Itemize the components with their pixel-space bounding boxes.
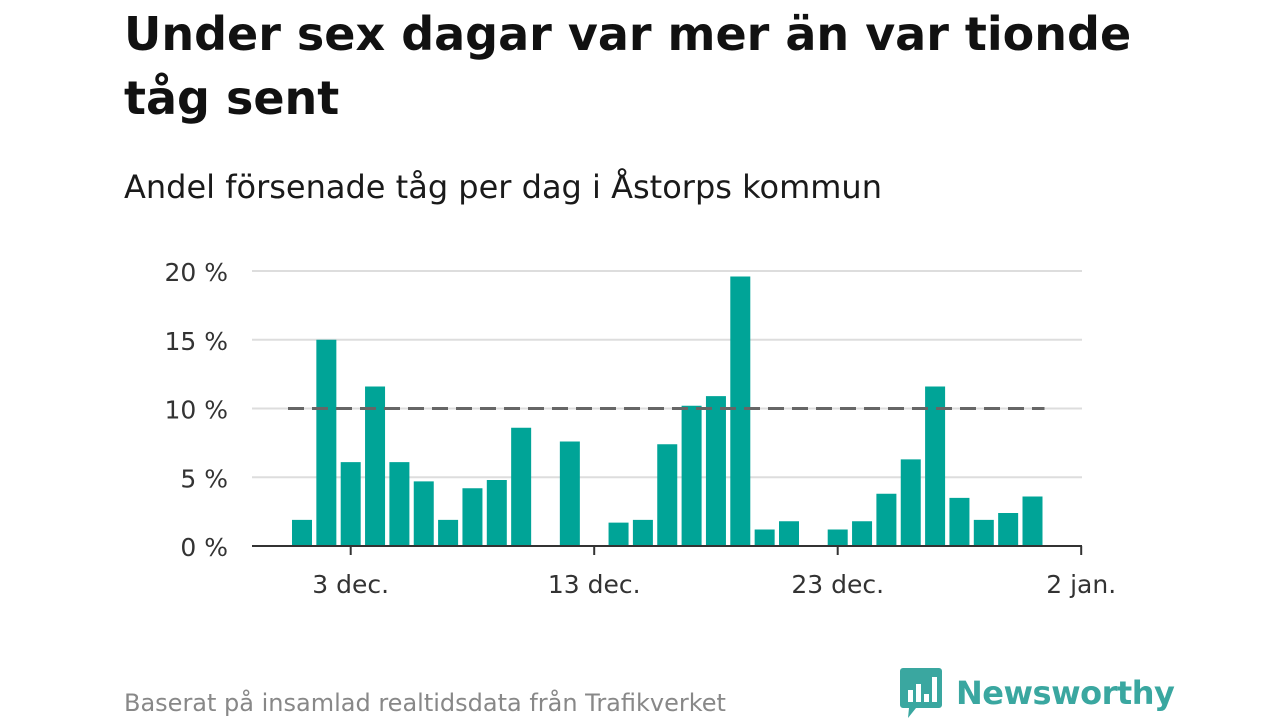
bar — [973, 519, 994, 546]
x-axis-tick-labels: 3 dec. 13 dec. 23 dec. 2 jan. — [312, 570, 1116, 599]
bar — [925, 386, 946, 546]
bar — [900, 459, 921, 546]
bar — [511, 427, 532, 546]
chart-subtitle: Andel försenade tåg per dag i Åstorps ko… — [124, 168, 882, 206]
bar — [657, 444, 678, 546]
newsworthy-bar-chart-icon — [900, 668, 942, 718]
y-tick-label: 15 % — [164, 327, 228, 356]
bar — [632, 519, 653, 546]
x-tick-label: 23 dec. — [791, 570, 884, 599]
y-tick-label: 20 % — [164, 258, 228, 287]
chart-title: Under sex dagar var mer än var tionde tå… — [124, 7, 1132, 125]
bar — [413, 481, 434, 546]
bar — [462, 488, 483, 546]
bar — [365, 386, 386, 546]
bar — [608, 522, 629, 546]
bar — [949, 497, 970, 546]
y-tick-label: 0 % — [180, 533, 228, 562]
bar — [292, 519, 312, 546]
y-tick-label: 5 % — [180, 464, 228, 493]
bar — [681, 405, 702, 546]
bar — [559, 441, 580, 546]
x-tick-label: 13 dec. — [548, 570, 641, 599]
bars — [292, 276, 1043, 546]
x-tick-label: 2 jan. — [1046, 570, 1116, 599]
bar — [754, 529, 775, 546]
bar — [852, 521, 873, 546]
y-tick-label: 10 % — [164, 396, 228, 425]
source-note: Baserat på insamlad realtidsdata från Tr… — [124, 689, 726, 717]
bar — [486, 480, 507, 546]
bar — [779, 521, 799, 546]
bar — [705, 396, 726, 546]
newsworthy-logo: Newsworthy — [900, 668, 1175, 718]
y-axis-tick-labels: 0 % 5 % 10 % 15 % 20 % — [164, 258, 228, 562]
x-tick-label: 3 dec. — [312, 570, 389, 599]
bar-chart: 0 % 5 % 10 % 15 % 20 % 3 dec. 13 dec. 23 dec. 2… — [164, 258, 1116, 599]
bar — [730, 276, 751, 546]
bar — [998, 513, 1019, 546]
x-axis — [252, 545, 1083, 555]
bar — [340, 462, 361, 546]
bar — [316, 339, 337, 546]
bar — [389, 462, 410, 546]
brand-name: Newsworthy — [956, 674, 1175, 712]
bar — [827, 529, 848, 546]
bar — [1022, 496, 1043, 546]
bar — [876, 493, 897, 546]
bar — [438, 519, 459, 546]
